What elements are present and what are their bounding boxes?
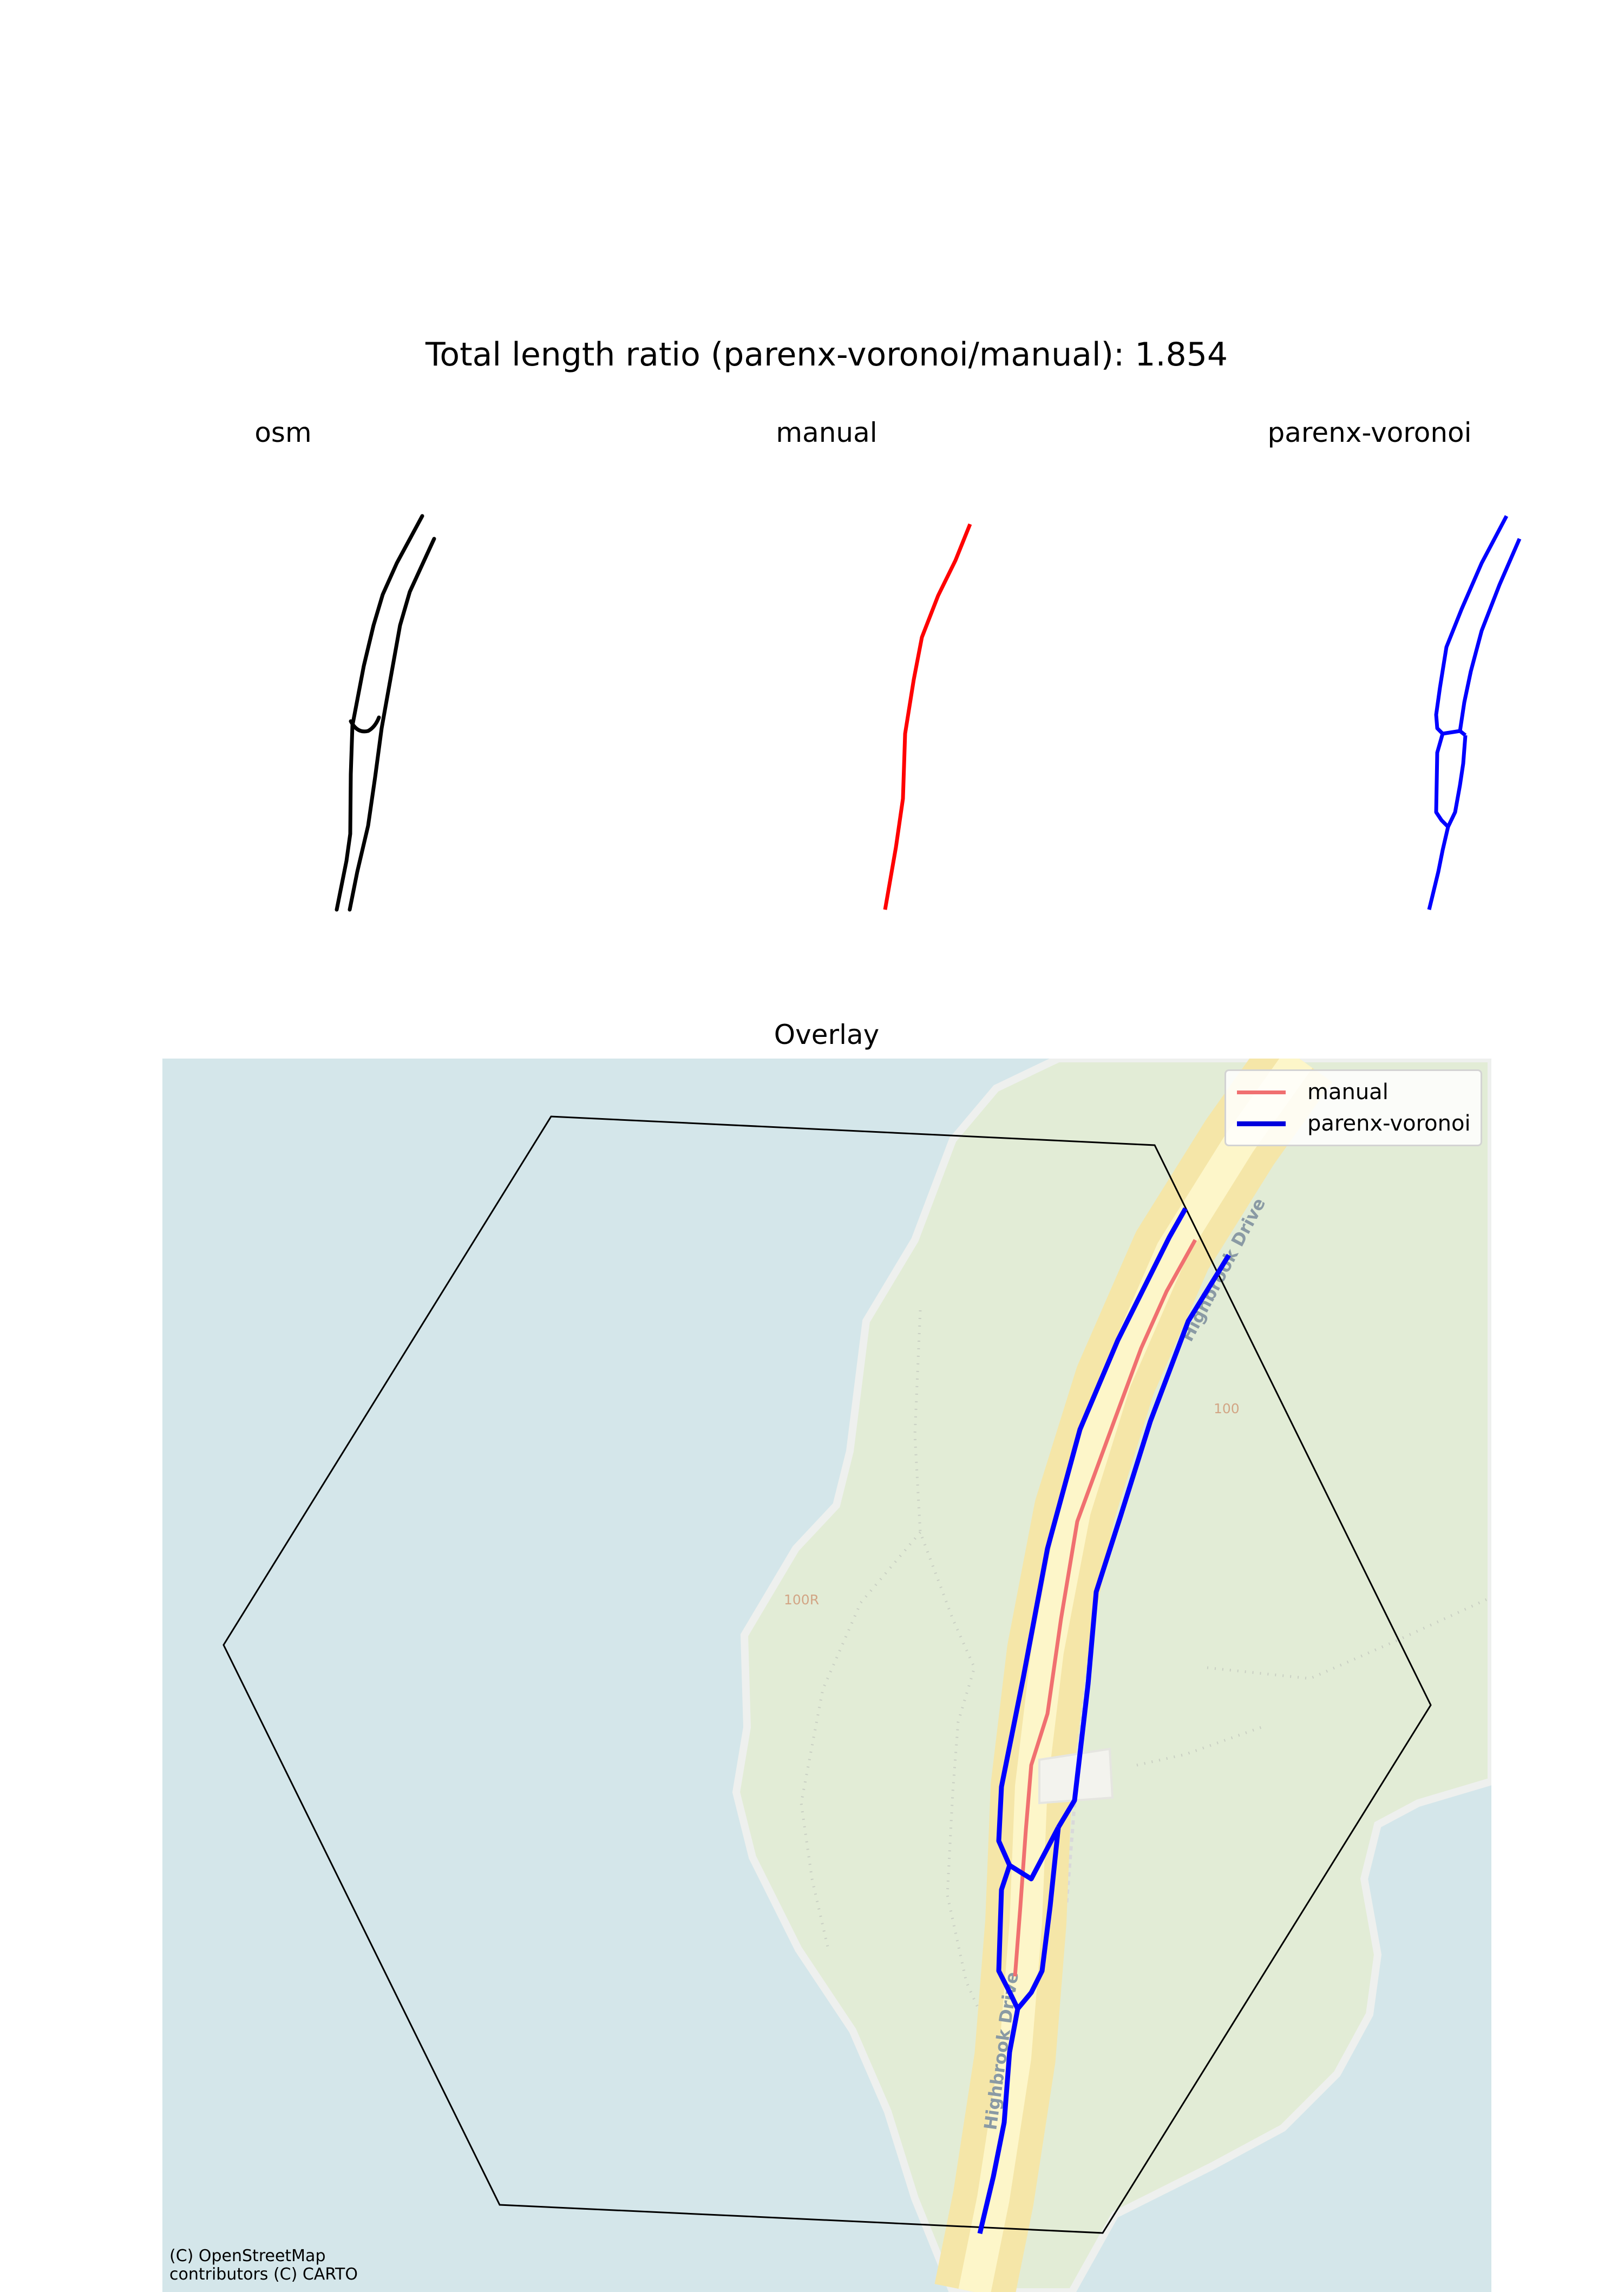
overlay-panel-title: Overlay [774,1019,880,1050]
parenx-geometry [1427,515,1522,910]
legend-item-parenx: parenx-voronoi [1237,1110,1471,1137]
legend-swatch-parenx [1237,1121,1286,1126]
legend-label-parenx: parenx-voronoi [1307,1111,1471,1136]
figure-title: Total length ratio (parenx-voronoi/manua… [425,336,1228,374]
osm-road-west [335,514,424,912]
parenx-tail [1427,826,1450,910]
osm-connector [349,715,381,734]
overlay-manual-line [1013,1239,1197,1977]
top-panels [335,514,1522,912]
parenx-east [1458,538,1522,732]
manual-panel-title: manual [776,417,878,448]
parenx-south-loop [1434,733,1468,829]
legend: manual parenx-voronoi [1224,1069,1482,1146]
legend-item-manual: manual [1237,1079,1389,1106]
overlay-map[interactable]: Highbrook Drive Highbrook Drive 100 100R [162,1059,1491,2292]
overlay-parenx [977,1207,1231,2235]
study-area-hexagon [222,1115,1432,2234]
parenx-panel-title: parenx-voronoi [1267,417,1472,448]
parenx-connector [1442,729,1467,737]
parenx-west [1434,515,1509,735]
osm-road-east [348,537,436,912]
legend-swatch-manual [1237,1090,1286,1094]
lot-label-100: 100 [1214,1401,1240,1416]
osm-panel-title: osm [254,417,312,448]
map-attribution: (C) OpenStreetMap contributors (C) CARTO [169,2247,358,2284]
lot-label-100r: 100R [784,1592,819,1608]
land-area [732,1059,1491,2292]
legend-label-manual: manual [1307,1080,1389,1105]
manual-line [883,523,972,910]
osm-geometry [335,514,436,912]
